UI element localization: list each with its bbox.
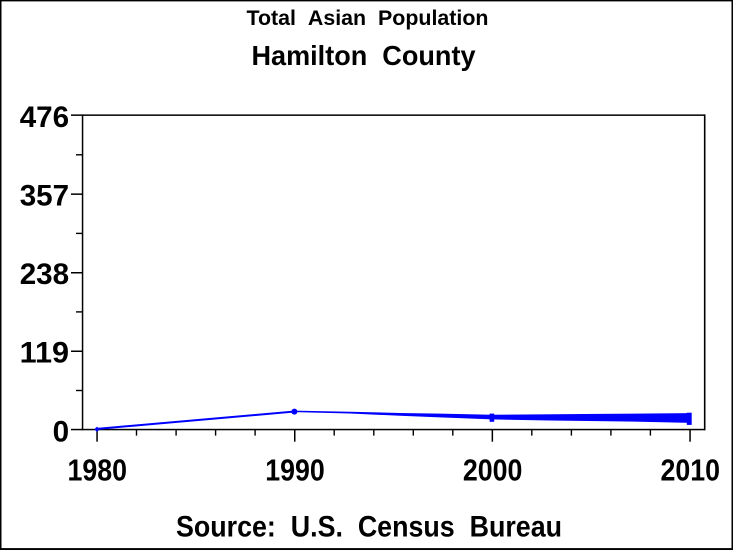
svg-text:238: 238 [20,258,69,291]
svg-text:1990: 1990 [265,453,325,487]
svg-text:0: 0 [53,415,70,448]
svg-text:119: 119 [20,337,69,370]
svg-text:357: 357 [20,180,69,213]
svg-text:Source: U.S. Census Bureau: Source: U.S. Census Bureau [176,510,562,543]
svg-text:Hamilton County: Hamilton County [252,40,476,71]
svg-text:1980: 1980 [68,453,128,487]
svg-text:2000: 2000 [463,453,523,487]
svg-text:2010: 2010 [661,453,721,487]
svg-text:Total Asian Population: Total Asian Population [247,7,489,30]
svg-text:476: 476 [20,101,69,134]
